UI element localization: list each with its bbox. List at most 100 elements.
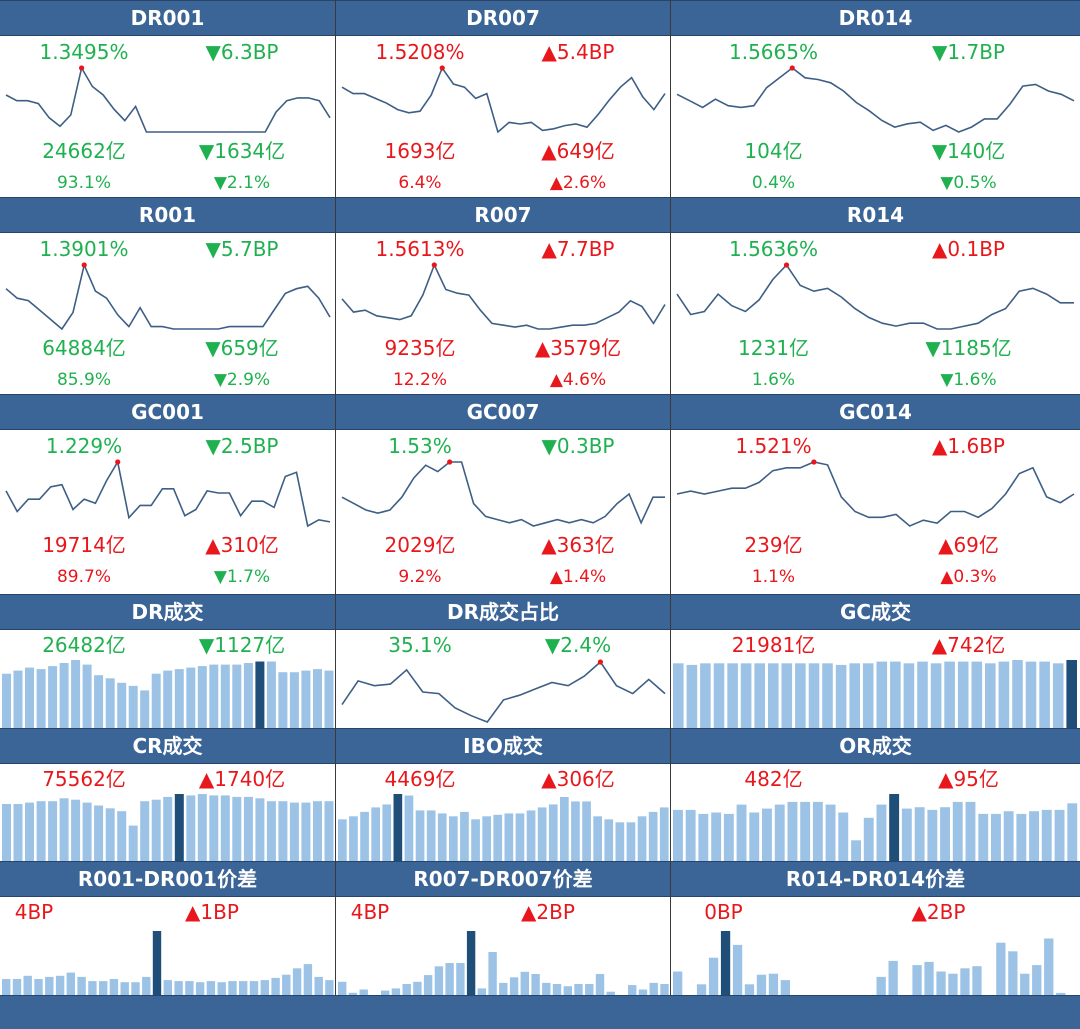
- bar: [1039, 661, 1050, 728]
- panel-dr007: DR007 1.5208% ▲5.4BP 1693亿 ▲649亿 6.4% ▲2.6%: [336, 0, 671, 197]
- bar: [851, 840, 861, 861]
- bar: [266, 661, 276, 728]
- spread-value: 4BP: [350, 900, 390, 924]
- bar: [673, 663, 684, 728]
- bar: [504, 813, 514, 861]
- volume-value: 1231亿: [738, 336, 809, 360]
- rate-value: 1.521%: [735, 434, 812, 458]
- bar: [206, 981, 216, 995]
- bar: [930, 663, 942, 728]
- bar: [736, 804, 747, 861]
- peak-point: [431, 262, 437, 268]
- bar: [711, 812, 722, 861]
- peak-point: [783, 262, 790, 268]
- panel-gc014: GC014 1.521% ▲1.6BP 239亿 ▲69亿 1.1% ▲0.3%: [671, 394, 1080, 594]
- bar: [740, 663, 752, 728]
- bar: [756, 974, 767, 995]
- bar: [700, 663, 711, 728]
- line-chart: [341, 459, 665, 527]
- bar: [660, 984, 669, 995]
- share-change: ▼0.5%: [940, 173, 997, 193]
- bar: [1025, 661, 1037, 728]
- series-line: [341, 660, 666, 723]
- volume-value: 2029亿: [384, 533, 456, 557]
- bar: [593, 816, 602, 861]
- bar: [781, 663, 793, 728]
- bar: [537, 807, 547, 861]
- bar: [25, 802, 34, 861]
- panel-dr014: DR014 1.5665% ▼1.7BP 104亿 ▼140亿 0.4% ▼0.5%: [671, 0, 1080, 197]
- volume-value: 21981亿: [731, 633, 816, 657]
- rate-value: 1.5208%: [375, 40, 465, 64]
- bar: [499, 982, 508, 995]
- bar: [744, 984, 755, 995]
- bar: [151, 673, 161, 728]
- bar: [105, 808, 115, 861]
- bar: [348, 992, 358, 995]
- bar: [971, 661, 983, 728]
- bar: [1054, 809, 1065, 861]
- bar-chart: [2, 931, 334, 995]
- volume-value: 19714亿: [42, 533, 126, 557]
- bar: [1044, 938, 1054, 995]
- panel-title: DR001: [0, 0, 335, 36]
- share-value: 85.9%: [56, 370, 111, 390]
- bar: [1003, 811, 1014, 861]
- panel-title: R001-DR001价差: [0, 861, 335, 897]
- bar: [382, 804, 392, 861]
- panel-title: IBO成交: [336, 728, 670, 764]
- share-value: 0.4%: [751, 173, 796, 193]
- peak-point: [447, 459, 453, 465]
- bar-highlight: [255, 661, 265, 728]
- bar: [301, 802, 311, 861]
- bar: [787, 801, 798, 861]
- bar: [140, 690, 150, 728]
- bar: [71, 799, 81, 861]
- bar: [266, 801, 276, 861]
- volume-change: ▼659亿: [205, 336, 279, 360]
- bar: [648, 811, 658, 861]
- panel-r007: R007 1.5613% ▲7.7BP 9235亿 ▲3579亿 12.2% ▲4.6%: [336, 197, 671, 394]
- bar: [25, 667, 34, 728]
- panel-dr成交: DR成交 26482亿 ▼1127亿: [0, 594, 336, 728]
- panel-title: DR成交: [0, 594, 335, 630]
- volume-value: 75562亿: [42, 767, 126, 791]
- bar: [163, 796, 173, 861]
- panel-cr成交: CR成交 75562亿 ▲1740亿: [0, 728, 336, 861]
- bar: [34, 979, 43, 995]
- panel-ibo成交: IBO成交 4469亿 ▲306亿: [336, 728, 671, 861]
- bar: [944, 661, 955, 728]
- bar: [732, 944, 743, 995]
- bar: [217, 982, 226, 995]
- line-chart: [341, 659, 666, 723]
- bar: [957, 661, 969, 728]
- bar: [876, 661, 888, 728]
- bar: [186, 667, 196, 728]
- panel-gc001: GC001 1.229% ▼2.5BP 19714亿 ▲310亿 89.7% ▼1.7%: [0, 394, 336, 594]
- bar: [768, 973, 779, 995]
- bar: [338, 819, 347, 861]
- bar: [1020, 973, 1030, 995]
- bar: [571, 801, 580, 861]
- bar: [278, 672, 288, 728]
- bar: [940, 807, 950, 861]
- bar: [243, 663, 253, 728]
- bar: [1032, 965, 1042, 995]
- bar: [708, 957, 719, 995]
- series-line: [676, 461, 1075, 527]
- bar: [768, 663, 779, 728]
- series-line: [5, 65, 331, 133]
- line-chart: [676, 262, 1074, 330]
- bar: [163, 670, 173, 728]
- bar: [185, 981, 194, 995]
- volume-change: ▲742亿: [931, 633, 1006, 657]
- bar: [542, 982, 551, 995]
- rate-change: ▼5.7BP: [205, 237, 279, 261]
- rate-value: 1.3901%: [39, 237, 129, 261]
- share-value: 35.1%: [388, 633, 452, 657]
- bar-chart: [338, 794, 669, 861]
- bar: [249, 981, 259, 995]
- bar: [628, 985, 637, 995]
- rate-value: 1.5636%: [729, 237, 818, 261]
- bar: [120, 982, 129, 995]
